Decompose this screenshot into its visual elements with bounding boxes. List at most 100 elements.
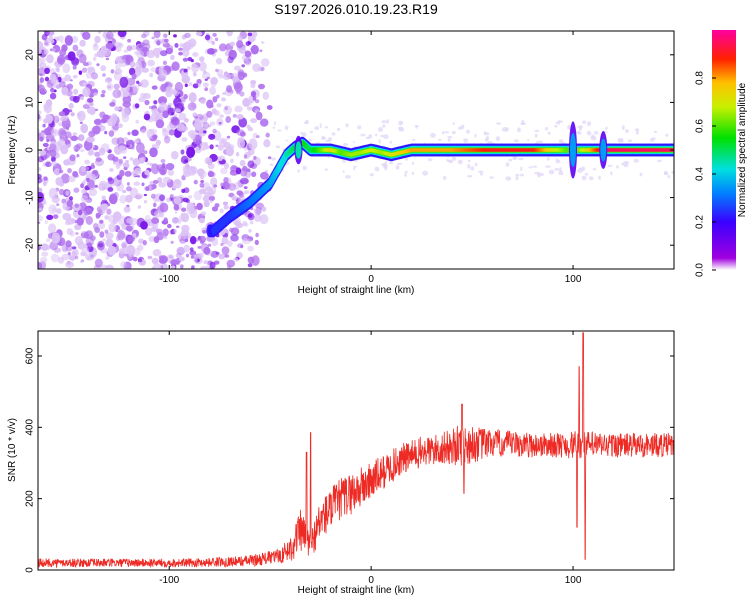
noise-speckle [39, 136, 44, 142]
noise-speckle [198, 252, 204, 259]
noise-speckle [384, 162, 388, 168]
noise-speckle [209, 199, 213, 204]
noise-speckle [196, 237, 200, 242]
noise-speckle [71, 218, 76, 223]
noise-speckle [243, 154, 248, 159]
noise-speckle [72, 171, 78, 178]
noise-speckle [520, 166, 523, 171]
noise-speckle [181, 207, 187, 212]
noise-speckle [528, 166, 533, 169]
noise-speckle [515, 176, 519, 181]
noise-speckle [226, 31, 233, 37]
noise-speckle [321, 136, 326, 140]
noise-speckle [132, 256, 138, 262]
noise-speckle [382, 124, 386, 128]
noise-speckle [152, 180, 159, 184]
noise-speckle [555, 158, 558, 161]
noise-speckle [234, 65, 241, 71]
noise-speckle [150, 193, 156, 199]
noise-speckle [258, 83, 265, 90]
noise-speckle [235, 152, 240, 157]
noise-speckle [171, 61, 180, 71]
noise-speckle [49, 149, 57, 158]
noise-speckle [108, 130, 115, 137]
spectrogram-x-axis-label: Height of straight line (km) [298, 285, 415, 296]
noise-speckle [443, 131, 450, 134]
noise-speckle [82, 82, 88, 87]
noise-speckle [160, 159, 166, 163]
noise-speckle [125, 225, 133, 232]
noise-speckle [170, 54, 175, 61]
noise-speckle [126, 141, 130, 145]
noise-speckle [505, 162, 510, 167]
y-tick-label: -10 [25, 190, 36, 205]
noise-speckle [247, 34, 256, 43]
noise-speckle [430, 132, 436, 138]
noise-speckle [151, 163, 160, 175]
noise-speckle [300, 131, 303, 135]
noise-speckle [267, 156, 272, 160]
noise-speckle [163, 38, 169, 43]
noise-speckle [319, 123, 322, 129]
noise-speckle [457, 159, 463, 165]
noise-speckle [196, 78, 202, 85]
noise-speckle [548, 169, 555, 175]
noise-speckle [105, 57, 110, 61]
noise-speckle [73, 187, 80, 193]
noise-speckle [178, 47, 183, 51]
noise-speckle [173, 113, 178, 117]
noise-speckle [236, 40, 244, 49]
noise-speckle [144, 99, 150, 106]
noise-speckle [176, 246, 186, 256]
noise-speckle [101, 90, 106, 94]
noise-speckle [141, 33, 147, 39]
noise-speckle [149, 147, 158, 158]
noise-speckle [584, 173, 589, 176]
noise-speckle [57, 256, 65, 264]
noise-speckle [108, 222, 117, 233]
noise-speckle [182, 41, 192, 51]
noise-speckle [555, 121, 559, 125]
snr-series-line [38, 332, 674, 569]
noise-speckle [183, 68, 188, 73]
noise-speckle [82, 31, 91, 40]
noise-speckle [61, 86, 69, 96]
noise-speckle [156, 228, 163, 235]
noise-speckle [404, 173, 407, 177]
noise-speckle [582, 120, 586, 124]
noise-speckle [537, 140, 544, 143]
noise-speckle [250, 31, 256, 34]
noise-speckle [192, 52, 199, 57]
noise-speckle [83, 231, 90, 239]
noise-speckle [86, 242, 93, 247]
noise-speckle [204, 34, 211, 41]
noise-speckle [92, 56, 97, 61]
noise-speckle [64, 74, 71, 82]
noise-speckle [197, 83, 201, 87]
noise-speckle [83, 62, 89, 67]
noise-speckle [122, 95, 132, 104]
noise-speckle [218, 137, 228, 148]
noise-speckle [252, 63, 261, 72]
noise-speckle [69, 230, 75, 237]
spectrogram-y-axis-label: Frequency (Hz) [7, 116, 18, 185]
noise-speckle [240, 177, 249, 185]
noise-speckle [147, 59, 155, 67]
noise-speckle [164, 135, 171, 144]
noise-speckle [211, 108, 217, 115]
noise-speckle [544, 127, 549, 131]
noise-speckle [577, 125, 584, 129]
noise-speckle [107, 245, 117, 256]
noise-speckle [650, 137, 656, 140]
noise-speckle [215, 144, 219, 147]
noise-speckle [105, 264, 114, 269]
noise-speckle [107, 177, 115, 185]
noise-speckle [206, 157, 211, 161]
noise-speckle [386, 119, 389, 124]
noise-speckle [255, 232, 259, 238]
noise-speckle [65, 244, 73, 252]
noise-speckle [209, 261, 216, 269]
noise-speckle [297, 169, 300, 173]
noise-speckle [411, 161, 414, 165]
noise-speckle [43, 176, 48, 181]
